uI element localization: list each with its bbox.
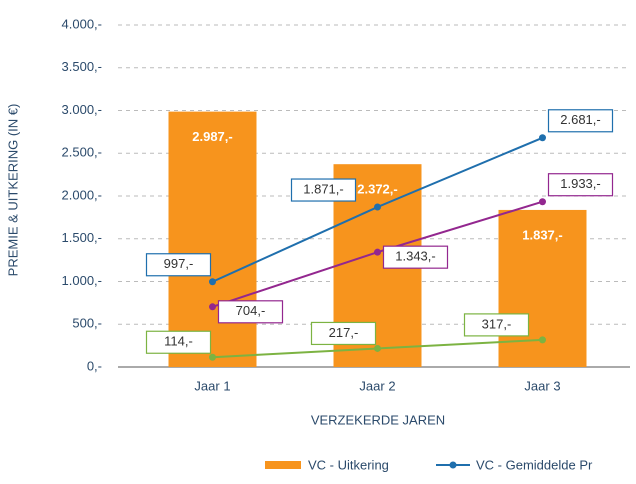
y-tick-label: 2.500,-	[62, 145, 102, 160]
y-tick-label: 0,-	[87, 358, 102, 373]
line-value-label: 2.681,-	[560, 112, 600, 127]
x-axis-title: VERZEKERDE JAREN	[311, 412, 445, 427]
point	[374, 203, 381, 211]
y-tick-label: 3.500,-	[62, 59, 102, 74]
point	[539, 198, 546, 206]
legend-label: VC - Gemiddelde Pr	[476, 457, 593, 472]
y-tick-label: 2.000,-	[62, 187, 102, 202]
line-value-label: 317,-	[482, 316, 512, 331]
bar-value-label: 2.372,-	[357, 182, 397, 197]
point	[539, 134, 546, 142]
y-axis-title: PREMIE & UITKERING (IN €)	[5, 104, 20, 277]
y-tick-label: 1.500,-	[62, 230, 102, 245]
legend-swatch	[265, 461, 301, 469]
label-box	[382, 245, 449, 269]
x-tick-label: Jaar 2	[359, 378, 395, 393]
y-tick-label: 3.000,-	[62, 102, 102, 117]
legend-swatch	[449, 461, 457, 469]
y-tick-label: 4.000,-	[62, 16, 102, 31]
x-tick-label: Jaar 3	[524, 378, 560, 393]
point	[209, 278, 216, 286]
y-tick-label: 500,-	[72, 316, 102, 331]
line-value-label: 1.871,-	[303, 181, 343, 196]
line-value-label: 1.933,-	[560, 176, 600, 191]
line-value-label: 217,-	[329, 325, 359, 340]
label-box	[463, 313, 530, 337]
point	[539, 336, 546, 344]
line-value-label: 1.343,-	[395, 249, 435, 264]
point	[374, 344, 381, 352]
label-box	[145, 253, 212, 277]
bar-value-label: 1.837,-	[522, 227, 562, 242]
line-value-label: 997,-	[164, 256, 194, 271]
bar-value-label: 2.987,-	[192, 129, 232, 144]
label-box	[547, 109, 614, 133]
point	[374, 248, 381, 256]
label-box	[290, 178, 357, 202]
label-box	[145, 330, 212, 354]
x-tick-label: Jaar 1	[194, 378, 230, 393]
point	[209, 303, 216, 311]
line-value-label: 114,-	[164, 334, 193, 349]
point	[209, 353, 216, 361]
legend-label: VC - Uitkering	[308, 457, 389, 472]
label-box	[547, 173, 614, 197]
bar	[168, 111, 257, 367]
label-box	[310, 321, 377, 346]
y-tick-label: 1.000,-	[62, 273, 102, 288]
line-value-label: 704,-	[236, 303, 266, 318]
label-box	[217, 300, 284, 324]
